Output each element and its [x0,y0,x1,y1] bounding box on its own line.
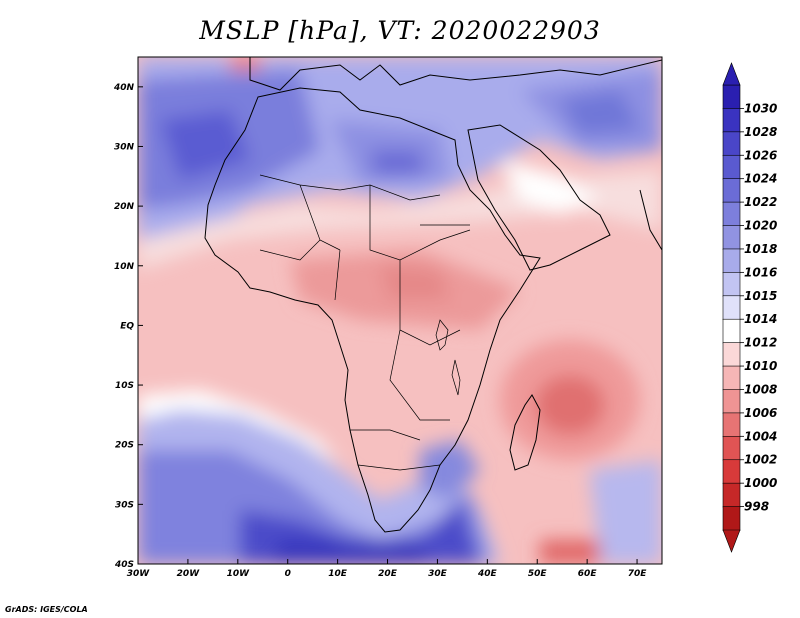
colorbar-segment [722,318,741,344]
colorbar-segment [722,506,741,531]
colorbar-segment [722,178,741,203]
india-coastline [639,189,662,251]
lat-tick-label: 30N [114,142,135,152]
colorbar-label: 1004 [744,429,777,443]
lat-tick-label: 10S [115,381,134,391]
lon-tick-label: 20W [177,569,201,579]
chart-title: MSLP [hPa], VT: 2020022903 [199,16,601,45]
colorbar-segment [722,201,741,227]
lakes [435,319,461,396]
colorbar-segment [722,84,741,110]
colorbar-segment [722,131,741,157]
colorbar-label: 1018 [744,242,777,256]
lon-tick-label: 20E [378,569,398,579]
colorbar-label: 1010 [744,359,777,373]
colorbar-label: 1002 [744,453,777,467]
lon-tick-label: 60E [578,569,598,579]
colorbar: 1030 1028 1026 1024 1022 1020 1018 1016 1015 1014… [722,62,777,553]
lat-tick-label: EQ [120,321,134,331]
europe-coastline [249,57,662,91]
lon-tick-label: 0 [285,569,291,579]
colorbar-segment [722,459,741,484]
colorbar-bottom-arrow [722,529,741,553]
colorbar-segment [722,108,741,133]
lon-tick-label: 30E [428,569,448,579]
colorbar-segment [722,342,741,367]
lat-tick-label: 40S [114,560,134,570]
africa-coastline [204,87,541,533]
lon-tick-label: 70E [628,569,648,579]
lon-tick-label: 10E [328,569,348,579]
lat-tick-label: 20N [114,202,135,212]
colorbar-segment [722,225,741,250]
coastlines [204,57,662,533]
colorbar-segment [722,412,741,438]
colorbar-label: 1006 [744,406,777,420]
colorbar-label: 1024 [744,172,777,186]
colorbar-segment [722,248,741,274]
colorbar-segment [722,482,741,508]
colorbar-top-arrow [722,62,741,86]
colorbar-segment [722,436,741,461]
lat-tick-label: 10N [114,262,135,272]
arabia-coastline [467,124,611,271]
lon-tick-label: 40E [477,569,498,579]
colorbar-label: 1020 [744,219,777,233]
colorbar-label: 1015 [744,289,777,303]
lon-tick-label: 50E [528,569,548,579]
colorbar-label: 998 [744,500,769,514]
colorbar-segment [722,365,741,391]
lon-tick-label: 30W [127,569,151,579]
colorbar-label: 1030 [744,101,777,115]
lon-tick-label: 10W [227,569,251,579]
colorbar-label: 1000 [744,476,777,490]
lat-tick-label: 30S [115,500,134,510]
longitude-axis: 30W 20W 10W 0 10E 20E 30E 40E 50E 60E 70E [127,559,647,579]
madagascar-coastline [509,394,541,471]
colorbar-label: 1016 [744,265,777,279]
colorbar-label: 1028 [744,125,777,139]
colorbar-label: 1022 [744,195,777,209]
country-borders [259,174,471,471]
colorbar-label: 1008 [744,382,777,396]
map-frame [137,56,663,565]
latitude-axis: 40N 30N 20N 10N EQ 10S 20S 30S 40S [113,83,143,570]
colorbar-segment [722,389,741,414]
colorbar-segment [722,295,741,321]
colorbar-label: 1026 [744,148,777,162]
colorbar-segment [722,272,741,297]
lat-tick-label: 20S [115,441,134,451]
lat-tick-label: 40N [113,83,135,93]
credit-text: GrADS: IGES/COLA [5,605,88,614]
colorbar-segment [722,154,741,180]
colorbar-label: 1012 [744,336,777,350]
colorbar-label: 1014 [744,312,777,326]
